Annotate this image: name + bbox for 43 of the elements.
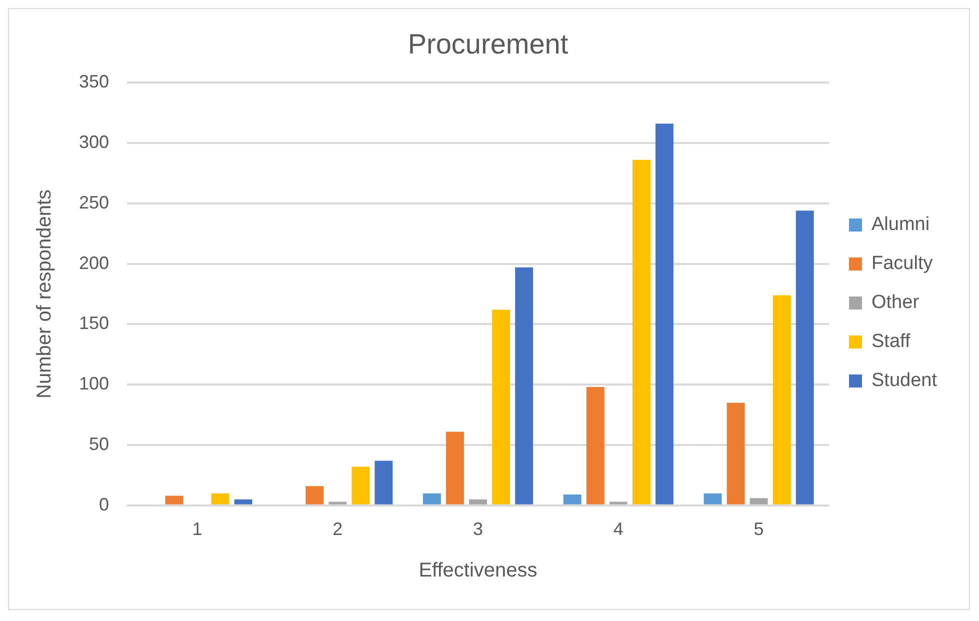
bar — [655, 124, 674, 504]
bar — [609, 502, 628, 504]
legend-label: Staff — [872, 331, 911, 352]
x-tick-label: 5 — [754, 519, 764, 540]
bar — [632, 160, 650, 504]
bar — [726, 402, 745, 504]
x-tick-label: 3 — [473, 519, 484, 540]
y-tick-label: 100 — [78, 374, 110, 394]
y-tick-label: 0 — [99, 494, 110, 514]
chart-title: Procurement — [408, 28, 568, 60]
bar — [352, 466, 370, 504]
y-tick-label: 250 — [78, 192, 110, 212]
bar — [211, 493, 230, 504]
legend-label: Alumni — [872, 214, 930, 236]
y-tick-label: 50 — [89, 434, 110, 454]
bar — [306, 486, 324, 504]
bar — [772, 295, 791, 504]
x-axis-title: Effectiveness — [418, 560, 538, 582]
x-tick-label: 1 — [192, 519, 202, 540]
legend-label: Other — [872, 292, 920, 314]
legend-label: Student — [872, 370, 938, 392]
bar — [422, 493, 441, 504]
bar — [704, 493, 722, 504]
y-tick-label: 200 — [78, 252, 110, 273]
bar — [328, 502, 347, 504]
bar — [165, 496, 184, 504]
y-tick-label: 150 — [78, 313, 110, 334]
x-tick-label: 2 — [332, 519, 343, 540]
y-tick-label: 350 — [78, 72, 110, 92]
bar — [234, 499, 252, 504]
bar — [515, 267, 534, 504]
y-axis-title: Number of respondents — [34, 189, 56, 399]
y-tick-label: 300 — [78, 132, 110, 152]
bar — [796, 210, 814, 504]
legend-label: Faculty — [872, 253, 934, 274]
bar — [469, 499, 487, 504]
bar — [750, 498, 768, 504]
bar — [446, 432, 464, 504]
bar — [374, 460, 393, 504]
x-tick-label: 4 — [613, 519, 624, 540]
bar — [492, 310, 510, 504]
bar — [586, 387, 604, 504]
bar — [563, 494, 582, 504]
